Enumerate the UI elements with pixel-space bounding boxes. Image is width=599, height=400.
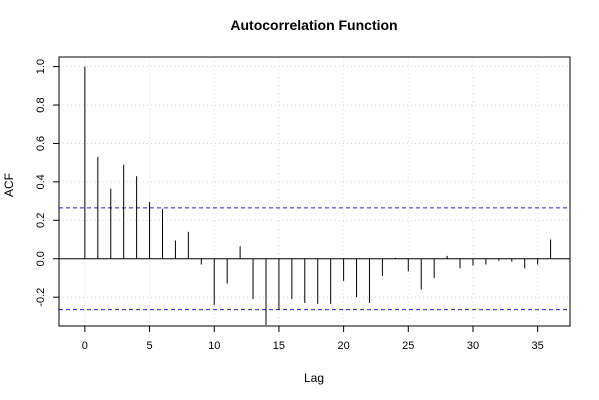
y-tick-label: 0.4 xyxy=(35,174,47,189)
confidence-bounds xyxy=(59,207,570,311)
x-axis: 0 5 10 15 20 25 30 35 xyxy=(82,326,544,352)
y-tick-label: 0.0 xyxy=(35,251,47,266)
x-tick-label: 20 xyxy=(337,340,349,352)
plot-frame xyxy=(58,56,571,327)
x-tick-label: 0 xyxy=(82,340,88,352)
y-tick-label: 0.2 xyxy=(35,213,47,228)
x-tick-label: 25 xyxy=(402,340,414,352)
x-tick-label: 15 xyxy=(273,340,285,352)
y-tick-label: -0.2 xyxy=(35,288,47,307)
x-tick-label: 10 xyxy=(208,340,220,352)
x-axis-label: Lag xyxy=(304,371,324,385)
x-tick-label: 30 xyxy=(467,340,479,352)
chart-title: Autocorrelation Function xyxy=(230,17,397,33)
grid xyxy=(59,57,570,326)
y-tick-label: 0.6 xyxy=(35,136,47,151)
y-axis: -0.2 0.0 0.2 0.4 0.6 0.8 1.0 xyxy=(35,59,59,307)
x-tick-label: 35 xyxy=(532,340,544,352)
y-tick-label: 0.8 xyxy=(35,97,47,112)
acf-bars xyxy=(84,66,552,326)
y-tick-label: 1.0 xyxy=(35,59,47,74)
x-tick-label: 5 xyxy=(146,340,152,352)
y-axis-label: ACF xyxy=(2,173,16,197)
